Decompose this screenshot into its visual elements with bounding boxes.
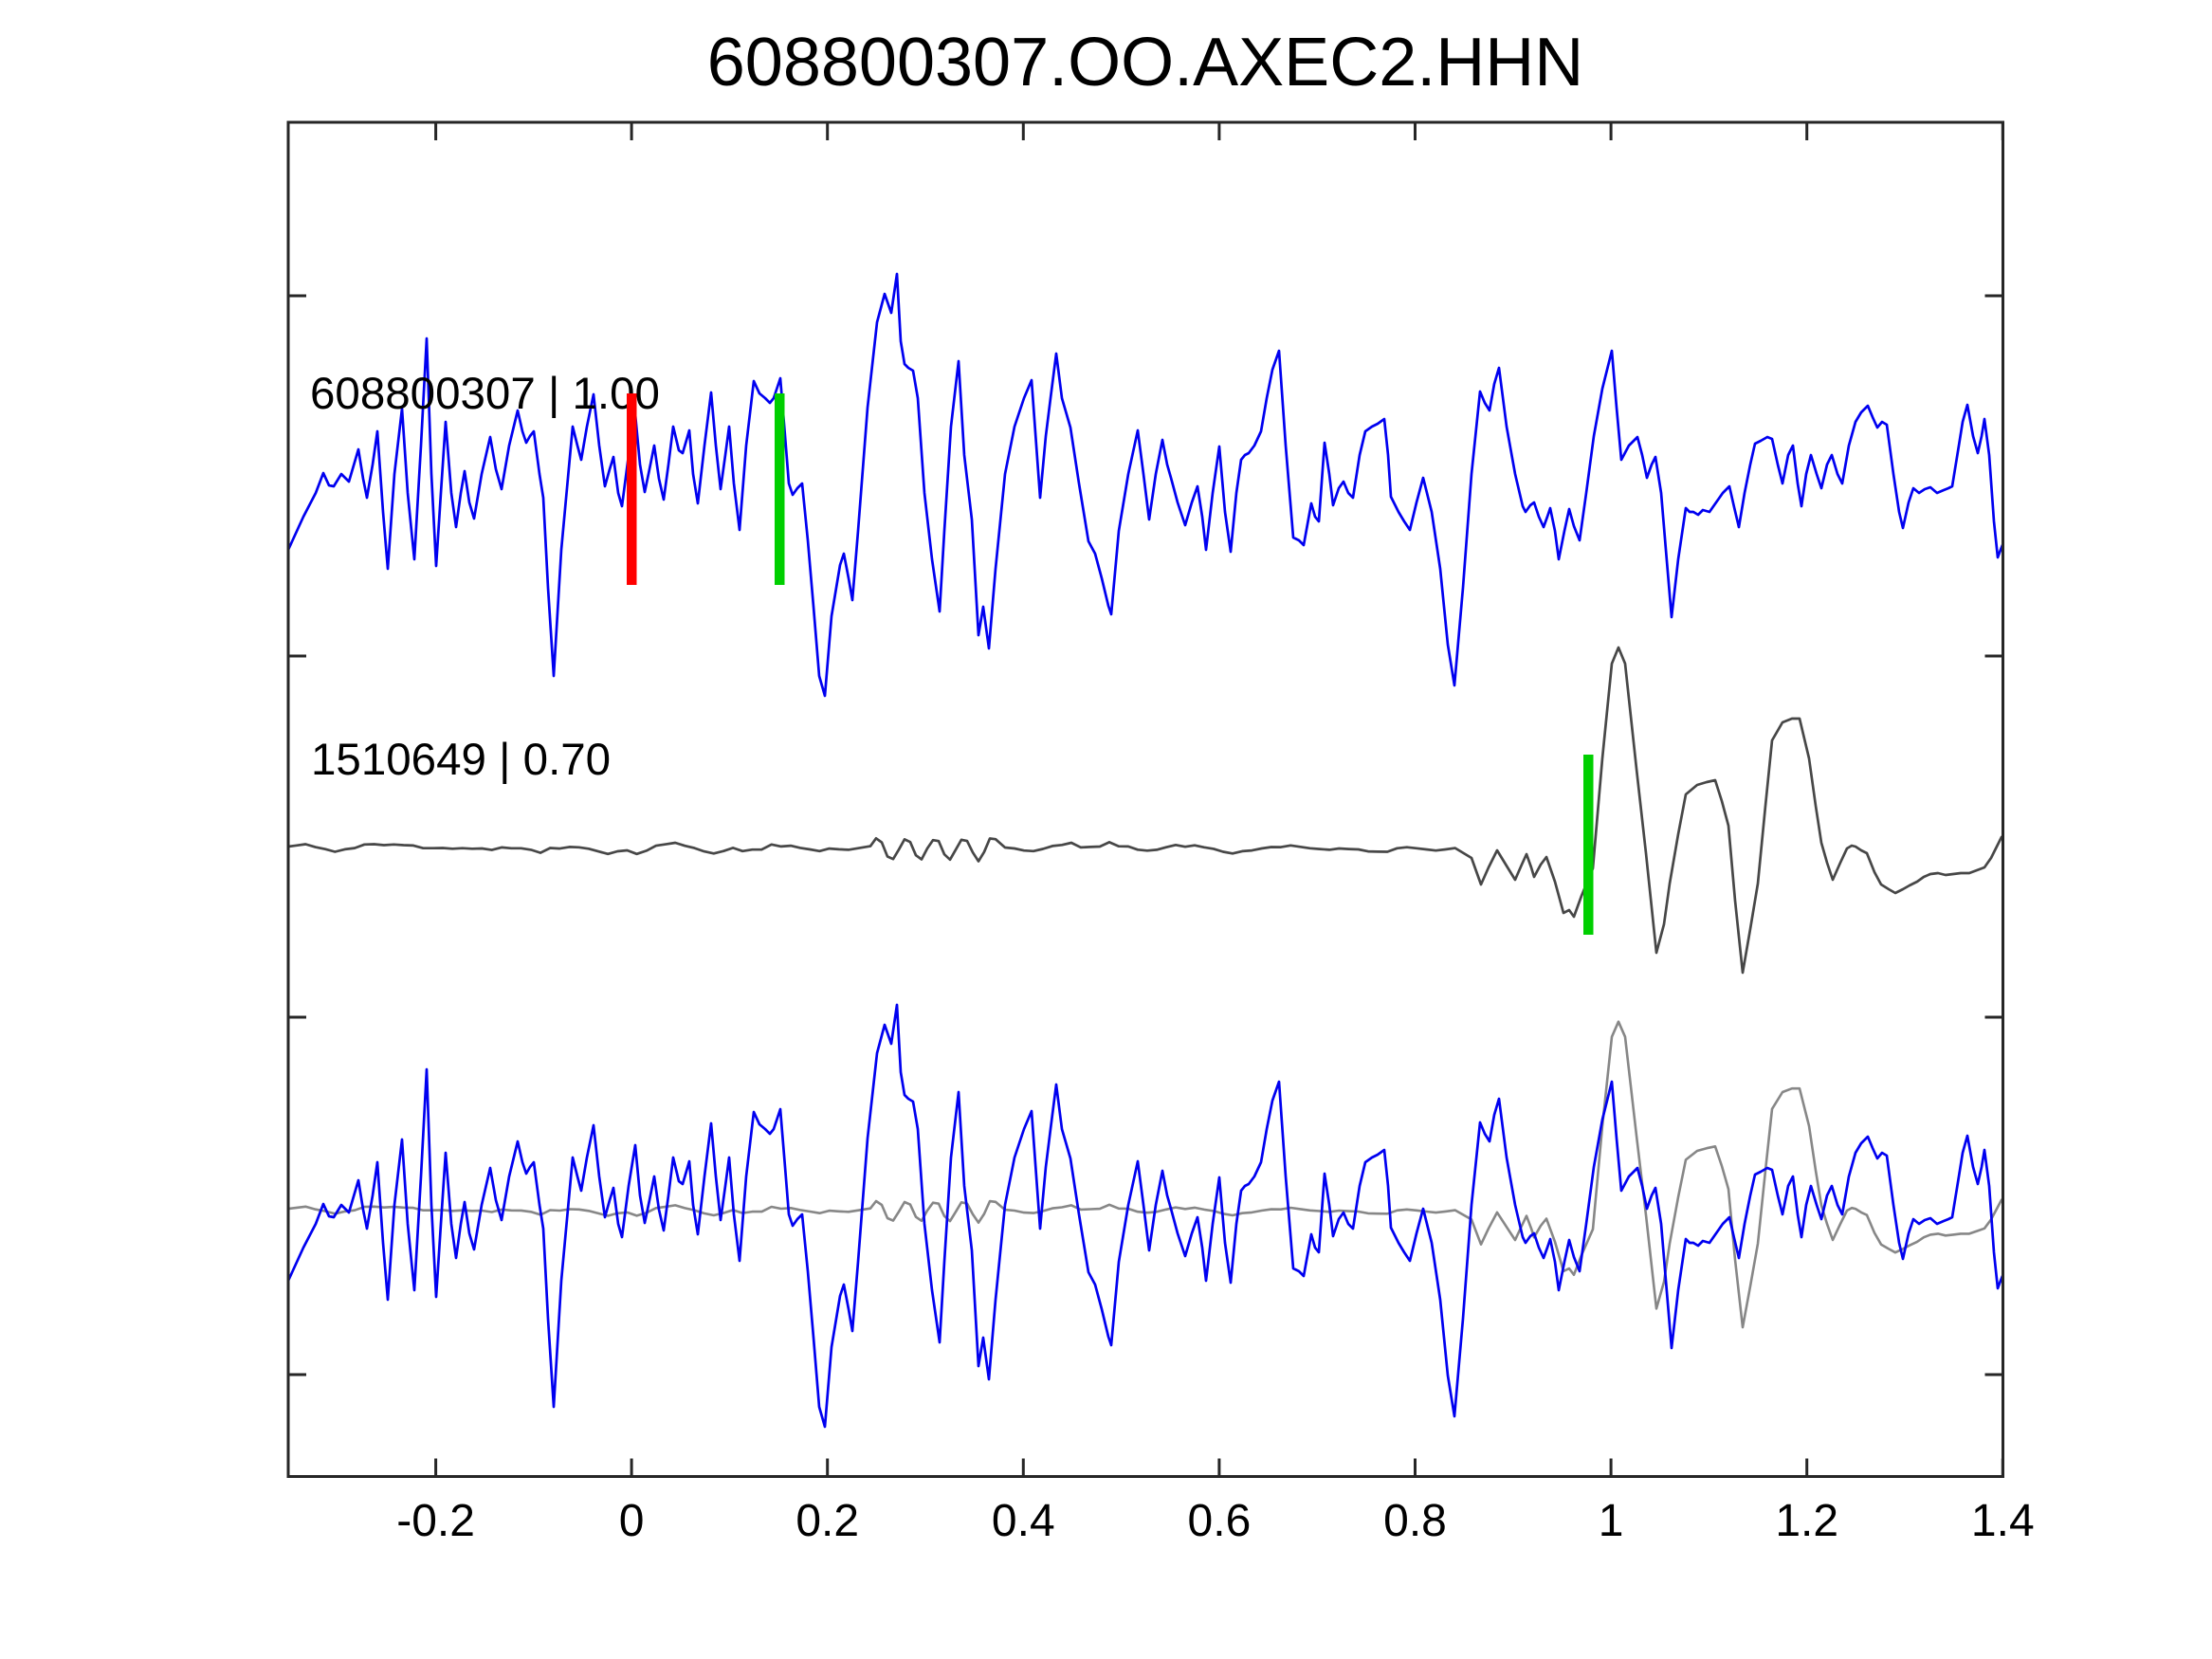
svg-text:608800307 | 1.00: 608800307 | 1.00 [310,369,660,419]
svg-text:1.2: 1.2 [1775,1496,1838,1546]
svg-text:1.4: 1.4 [1971,1496,2035,1546]
svg-text:-0.2: -0.2 [396,1496,475,1546]
svg-text:0.2: 0.2 [795,1496,859,1546]
svg-text:0: 0 [619,1496,645,1546]
svg-text:0.4: 0.4 [992,1496,1055,1546]
svg-text:1510649 | 0.70: 1510649 | 0.70 [311,735,611,785]
svg-text:1: 1 [1599,1496,1624,1546]
svg-text:0.6: 0.6 [1188,1496,1252,1546]
svg-text:0.8: 0.8 [1383,1496,1447,1546]
svg-text:608800307.OO.AXEC2.HHN: 608800307.OO.AXEC2.HHN [707,25,1584,100]
